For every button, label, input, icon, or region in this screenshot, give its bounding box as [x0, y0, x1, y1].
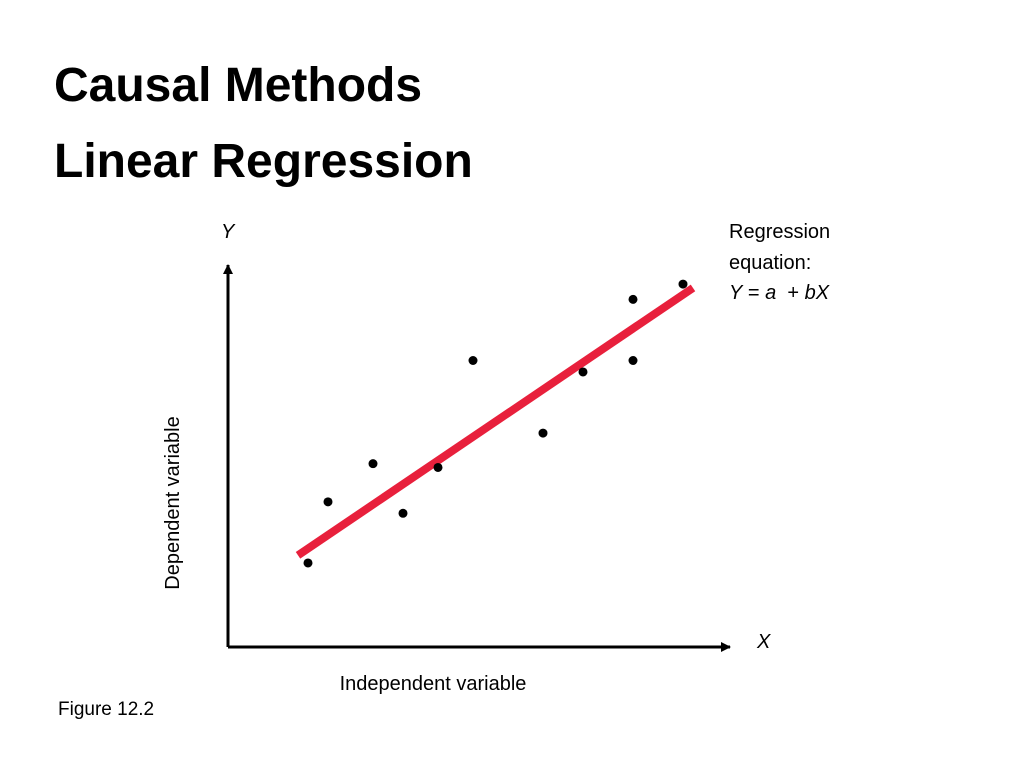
data-points	[303, 279, 688, 568]
x-axis-letter: X	[756, 631, 771, 653]
data-point	[303, 558, 313, 568]
annotation-line-1: Regression	[729, 221, 830, 243]
figure-caption: Figure 12.2	[58, 699, 155, 720]
title-line-1: Causal Methods	[54, 59, 423, 112]
annotation-line-2: equation:	[729, 252, 811, 274]
data-point	[323, 497, 333, 507]
x-axis-label: Independent variable	[340, 673, 527, 695]
data-point	[678, 279, 688, 289]
equation-bx: bX	[805, 282, 830, 304]
title-line-2: Linear Regression	[54, 134, 473, 188]
regression-line	[295, 284, 696, 559]
data-point	[468, 356, 478, 365]
regression-equation-annotation: Regression equation: Y = a + bX	[729, 221, 830, 304]
equation-y: Y	[729, 282, 744, 304]
equation-equals: =	[742, 282, 765, 304]
regression-line-layer	[295, 284, 696, 559]
data-point	[538, 428, 548, 438]
data-point	[578, 367, 588, 377]
equation-plus: +	[776, 282, 804, 304]
y-axis-label: Dependent variable	[162, 416, 184, 589]
equation-a: a	[765, 282, 776, 304]
regression-equation: Y = a + bX	[729, 282, 830, 304]
data-point	[628, 294, 638, 304]
data-point	[433, 462, 443, 472]
data-point	[368, 459, 378, 469]
y-axis-letter: Y	[221, 221, 236, 243]
data-point	[628, 356, 638, 365]
data-point	[398, 508, 408, 518]
slide-title: Causal Methods Linear Regression	[54, 48, 473, 200]
